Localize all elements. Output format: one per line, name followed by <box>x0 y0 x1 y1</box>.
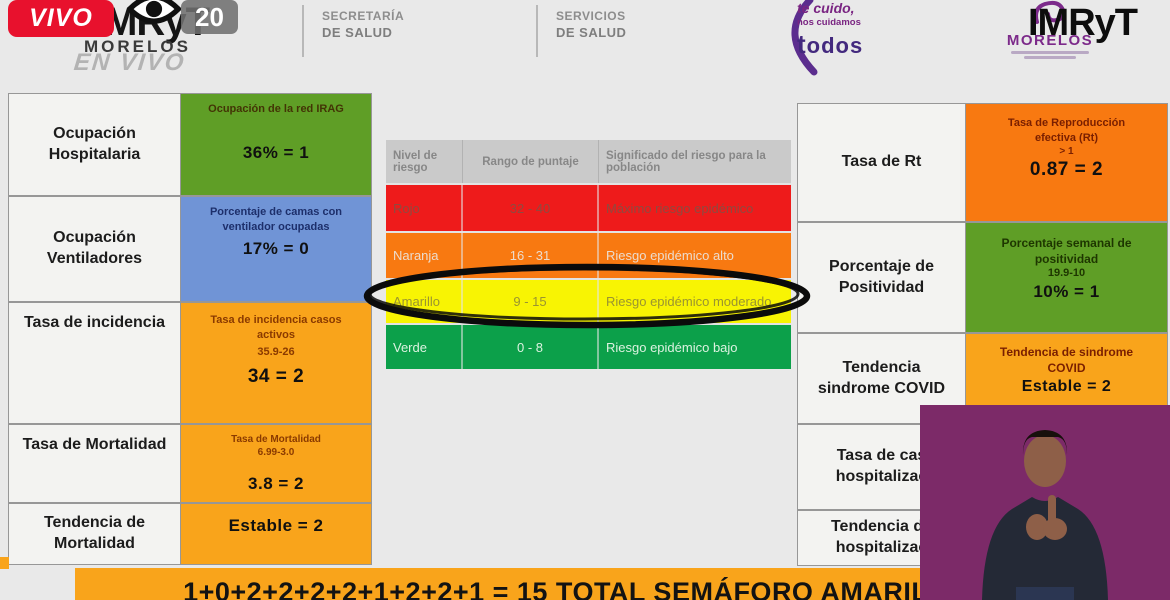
value-score: Estable = 2 <box>1021 378 1112 396</box>
risk-row-verde: Verde 0 - 8 Riesgo epidémico bajo <box>386 325 791 369</box>
table-row-separator <box>386 183 791 185</box>
value-range: > 1 <box>1059 145 1074 157</box>
value-score: 17% = 0 <box>242 238 310 258</box>
campaign-logo: te cuido, nos cuidamos todos <box>797 0 863 60</box>
value-title: COVID <box>1047 361 1086 376</box>
value-title: Tasa de incidencia casos <box>210 314 342 326</box>
value-title: positividad <box>1034 252 1099 267</box>
right-row-label-positividad: Porcentaje de Positividad <box>797 222 966 333</box>
total-score-text: 1+0+2+2+2+2+1+2+2+1 = 15 TOTAL SEMÁFORO … <box>183 577 967 600</box>
value-title: efectiva (Rt) <box>1035 131 1098 144</box>
value-title: Tasa de Mortalidad <box>231 434 321 445</box>
campaign-line3: todos <box>797 29 864 59</box>
table-row-separator <box>386 278 791 280</box>
campaign-line1: te cuido, <box>797 0 855 16</box>
servicios-line1: SERVICIOS <box>556 9 626 23</box>
total-score-bar: 1+0+2+2+2+2+1+2+2+1 = 15 TOTAL SEMÁFORO … <box>75 568 1075 600</box>
label-line1: Porcentaje de <box>829 257 934 275</box>
risk-level: Verde <box>386 325 463 369</box>
left-row-label-tasa-mortalidad: Tasa de Mortalidad <box>8 424 181 503</box>
value-range: 6.99-3.0 <box>257 446 295 458</box>
value-title: Porcentaje de camas con <box>209 206 343 218</box>
left-row-value-tendencia-mortalidad: Estable = 2 <box>180 503 372 565</box>
channel-number-badge: 20 <box>181 0 238 34</box>
value-score: 36% = 1 <box>242 142 310 162</box>
sign-language-interpreter-video <box>920 405 1170 600</box>
left-row-value-ocupacion-hospitalaria: Ocupación de la red IRAG 36% = 1 <box>180 93 372 196</box>
morelos-government-logo: MORELOS <box>990 0 1110 59</box>
value-title: activos <box>257 328 295 341</box>
risk-range: 32 - 40 <box>463 185 599 231</box>
left-row-label-ocupacion-hospitalaria: Ocupación Hospitalaria <box>8 93 181 196</box>
live-badge: VIVO <box>8 0 114 37</box>
risk-meaning: Máximo riesgo epidémico <box>599 185 791 231</box>
value-title: ventilador ocupadas <box>222 220 330 233</box>
header-divider <box>302 5 304 57</box>
highlight-ellipse <box>363 263 811 329</box>
eye-icon <box>125 0 183 34</box>
campaign-line2: nos cuidamos <box>797 17 861 28</box>
campaign-curve-icon <box>776 0 836 83</box>
channel-region-label: MORELOS <box>84 37 191 56</box>
header-significado: Significado del riesgo para la población <box>599 140 791 183</box>
risk-range: 0 - 8 <box>463 325 599 369</box>
right-row-value-positividad: Porcentaje semanal de positividad 19.9-1… <box>965 222 1168 333</box>
live-badge-label: VIVO <box>29 4 93 32</box>
label-line2: Positividad <box>838 278 925 296</box>
label-line1: Tasa de cas <box>836 447 927 465</box>
risk-meaning: Riesgo epidémico bajo <box>599 325 791 369</box>
logo-fineprint-line <box>1024 56 1076 59</box>
label-line1: Tendencia de <box>830 518 933 536</box>
label-line2: hospitalizac <box>835 468 928 485</box>
risk-level: Rojo <box>386 185 463 231</box>
risk-table-header-row: Nivel de riesgo Rango de puntaje Signifi… <box>386 140 791 183</box>
secretaria-line2: DE SALUD <box>322 25 393 41</box>
left-row-label-tasa-incidencia: Tasa de incidencia <box>8 302 181 424</box>
servicios-line2: DE SALUD <box>556 25 627 41</box>
left-row-value-tasa-mortalidad: Tasa de Mortalidad 6.99-3.0 3.8 = 2 <box>180 424 372 503</box>
left-row-label-ocupacion-ventiladores: Ocupación Ventiladores <box>8 196 181 302</box>
value-score: 34 = 2 <box>247 365 305 387</box>
logo-fineprint-line <box>1011 51 1089 54</box>
risk-row-rojo: Rojo 32 - 40 Máximo riesgo epidémico <box>386 185 791 231</box>
risk-level-table: Nivel de riesgo Rango de puntaje Signifi… <box>386 140 791 369</box>
secretaria-line1: SECRETARÍA <box>322 9 405 23</box>
left-row-value-tasa-incidencia: Tasa de incidencia casos activos 35.9-26… <box>180 302 372 424</box>
label-line1: Tendencia <box>842 358 921 376</box>
header-rango-de-puntaje: Rango de puntaje <box>463 140 599 183</box>
value-title: Tasa de Reproducción <box>1007 117 1126 129</box>
value-score: 0.87 = 2 <box>1029 158 1104 180</box>
decor-orange-chip <box>0 557 9 569</box>
right-row-label-tasa-rt: Tasa de Rt <box>797 103 966 222</box>
interpreter-person <box>982 430 1108 600</box>
value-range: 19.9-10 <box>1047 267 1086 280</box>
morelos-logo-text: MORELOS <box>1006 32 1094 49</box>
value-score: Estable = 2 <box>228 516 324 535</box>
value-range: 35.9-26 <box>257 345 295 358</box>
servicios-salud-logo: SERVICIOS DE SALUD <box>556 8 626 42</box>
label-line2: sindrome COVID <box>817 379 946 397</box>
risk-meaning: Riesgo epidémico moderado <box>599 280 791 323</box>
value-title: Ocupación de la red IRAG <box>208 103 344 115</box>
right-row-label-tendencia-covid: Tendencia sindrome COVID <box>797 333 966 424</box>
left-row-value-ocupacion-ventiladores: Porcentaje de camas con ventilador ocupa… <box>180 196 372 302</box>
right-row-value-tasa-rt: Tasa de Reproducción efectiva (Rt) > 1 0… <box>965 103 1168 222</box>
secretaria-salud-logo: SECRETARÍA DE SALUD <box>322 8 404 42</box>
label-line2: hospitalizac <box>835 539 928 556</box>
value-score: 3.8 = 2 <box>248 473 304 493</box>
channel-number: 20 <box>195 1 224 32</box>
value-title: Porcentaje semanal de <box>1001 236 1132 250</box>
table-row-separator <box>386 231 791 233</box>
left-row-label-tendencia-mortalidad: Tendencia de Mortalidad <box>8 503 181 565</box>
header-divider <box>536 5 538 57</box>
morelos-emblem-icon <box>1034 0 1066 24</box>
header-nivel-de-riesgo: Nivel de riesgo <box>386 140 463 183</box>
value-title: Tendencia de sindrome <box>999 345 1134 359</box>
imryt-overlay-logo: IMRyT <box>1028 2 1138 44</box>
value-score: 10% = 1 <box>1033 282 1100 302</box>
